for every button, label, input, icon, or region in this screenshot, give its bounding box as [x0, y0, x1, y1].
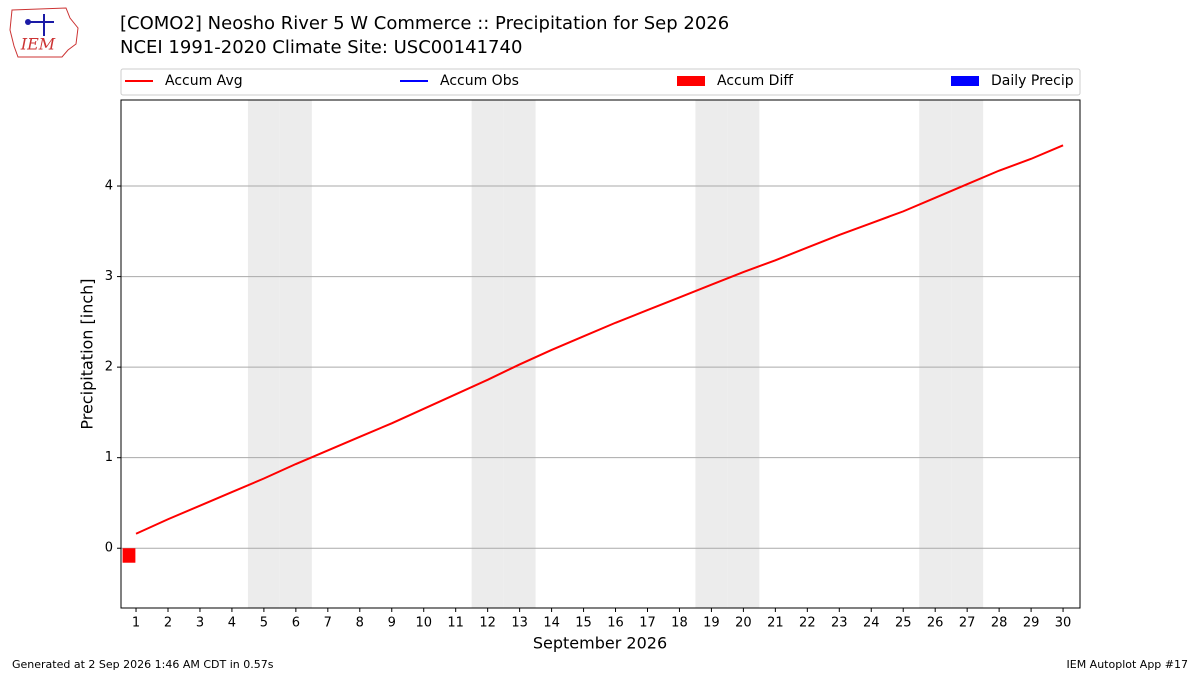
legend	[120, 68, 1081, 96]
x-tick-label: 16	[607, 616, 624, 631]
x-tick-label: 28	[991, 616, 1008, 631]
x-tick-label: 2	[164, 616, 172, 631]
x-axis-label: September 2026	[533, 634, 667, 653]
legend-swatch	[677, 76, 705, 86]
x-tick-label: 18	[671, 616, 688, 631]
chart-title: [COMO2] Neosho River 5 W Commerce :: Pre…	[120, 13, 729, 34]
x-tick-label: 13	[511, 616, 528, 631]
footer-left: Generated at 2 Sep 2026 1:46 AM CDT in 0…	[12, 658, 274, 671]
y-axis-label: Precipitation [inch]	[78, 278, 97, 429]
logo: IEM	[9, 7, 79, 58]
x-tick-label: 20	[735, 616, 752, 631]
legend-label: Accum Obs	[440, 73, 519, 89]
weekend-band	[279, 100, 312, 608]
weekend-band	[503, 100, 536, 608]
weekend-band	[695, 100, 728, 608]
logo-text: IEM	[20, 35, 56, 54]
x-tick-label: 10	[415, 616, 432, 631]
plot-frame	[120, 99, 1081, 609]
x-tick-label: 22	[799, 616, 816, 631]
y-tick-label: 2	[105, 360, 113, 375]
legend-label: Accum Avg	[165, 73, 243, 89]
y-tick-label: 0	[105, 541, 113, 556]
weekend-band	[471, 100, 504, 608]
footer-right: IEM Autoplot App #17	[1067, 658, 1189, 671]
x-tick-label: 6	[292, 616, 300, 631]
weekend-band	[247, 100, 280, 608]
bar	[122, 548, 136, 563]
x-tick-label: 14	[543, 616, 560, 631]
x-tick-label: 8	[356, 616, 364, 631]
x-tick-label: 26	[927, 616, 944, 631]
x-tick-label: 9	[388, 616, 396, 631]
legend-label: Daily Precip	[991, 73, 1074, 89]
legend-label: Accum Diff	[717, 73, 793, 89]
chart-subtitle: NCEI 1991-2020 Climate Site: USC00141740	[120, 37, 522, 58]
x-tick-label: 27	[959, 616, 976, 631]
x-tick-label: 12	[479, 616, 496, 631]
x-tick-label: 1	[132, 616, 140, 631]
x-tick-label: 5	[260, 616, 268, 631]
y-tick-label: 4	[105, 179, 113, 194]
x-tick-label: 4	[228, 616, 236, 631]
weekend-band	[727, 100, 760, 608]
x-tick-label: 29	[1023, 616, 1040, 631]
x-tick-label: 11	[447, 616, 464, 631]
x-tick-label: 23	[831, 616, 848, 631]
x-tick-label: 24	[863, 616, 880, 631]
x-tick-label: 30	[1055, 616, 1072, 631]
series-line	[135, 144, 1064, 535]
x-tick-label: 21	[767, 616, 784, 631]
y-tick-label: 3	[105, 269, 113, 284]
weekend-band	[951, 100, 984, 608]
y-tick-label: 1	[105, 450, 113, 465]
x-tick-label: 3	[196, 616, 204, 631]
x-tick-label: 25	[895, 616, 912, 631]
x-tick-label: 7	[324, 616, 332, 631]
legend-swatch	[951, 76, 979, 86]
x-tick-label: 17	[639, 616, 656, 631]
weekend-band	[919, 100, 952, 608]
x-tick-label: 15	[575, 616, 592, 631]
x-tick-label: 19	[703, 616, 720, 631]
